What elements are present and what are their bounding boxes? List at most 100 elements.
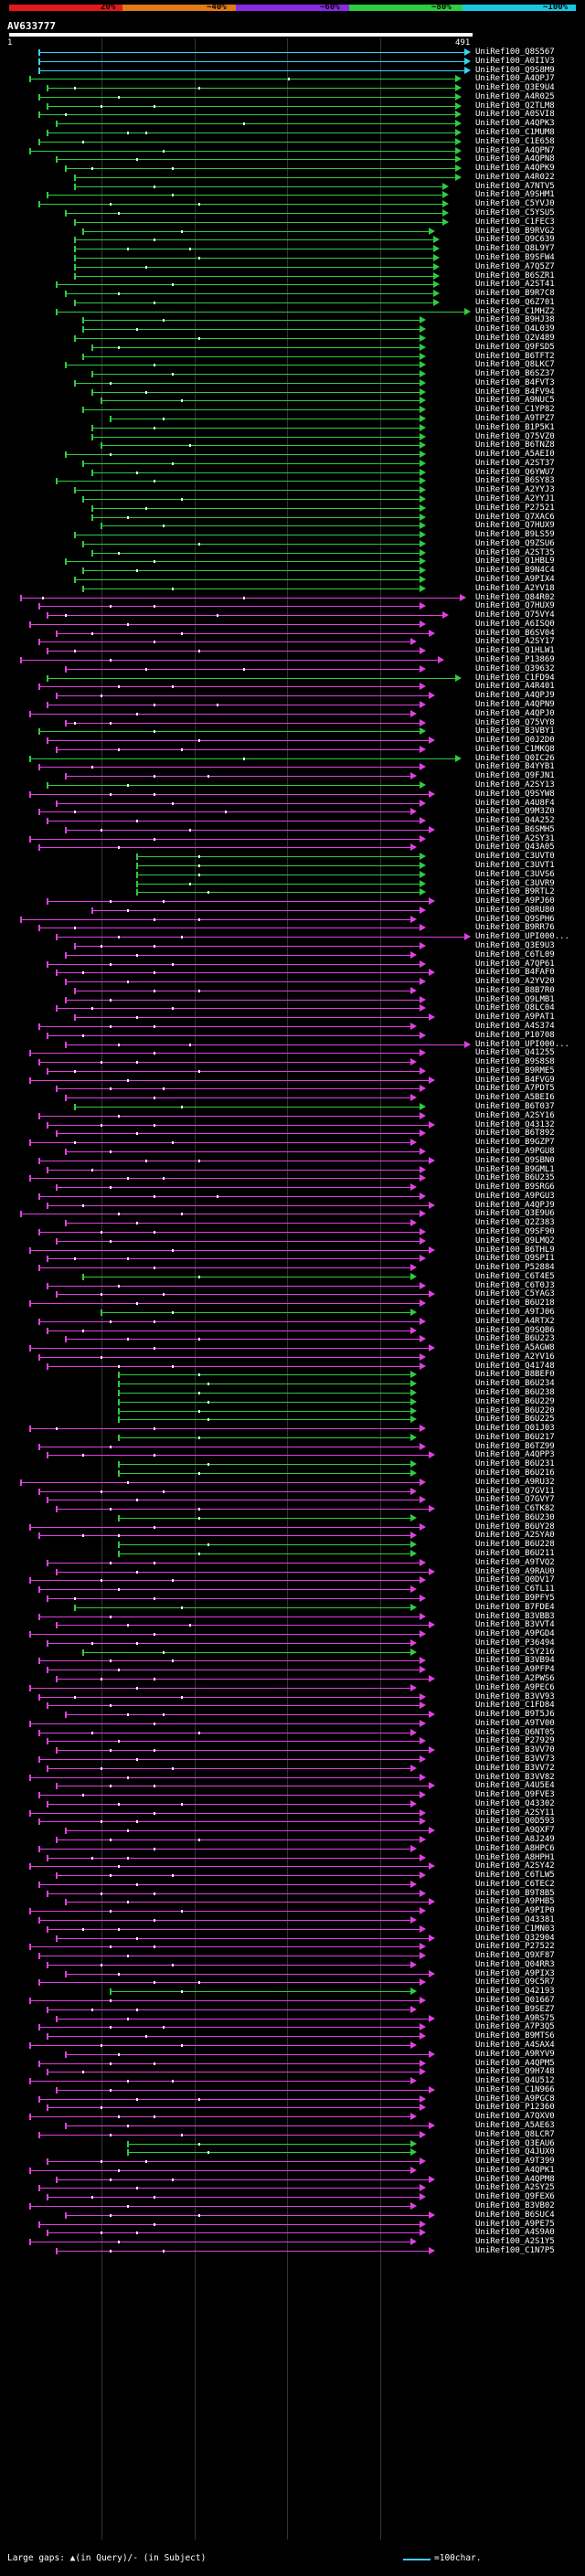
hit-label[interactable]: UniRef100_B7FDE4 [475, 1602, 555, 1612]
hit-label[interactable]: UniRef100_B4YYB1 [475, 762, 555, 772]
hit-row[interactable]: UniRef100_Q9LMB1 [0, 995, 585, 1005]
hit-row[interactable]: UniRef100_A4QPJ7 [0, 74, 585, 84]
hit-label[interactable]: UniRef100_Q9S8M9 [475, 65, 555, 75]
hit-row[interactable]: UniRef100_A2SY25 [0, 2183, 585, 2193]
hit-label[interactable]: UniRef100_A2SYA0 [475, 1531, 555, 1541]
hit-row[interactable]: UniRef100_C6TEC2 [0, 1880, 585, 1890]
hit-row[interactable]: UniRef100_Q4A252 [0, 816, 585, 826]
hit-label[interactable]: UniRef100_C1MHZ2 [475, 306, 555, 316]
hit-row[interactable]: UniRef100_B3VVT4 [0, 1620, 585, 1630]
hit-row[interactable]: UniRef100_C1FEC3 [0, 217, 585, 228]
hit-row[interactable]: UniRef100_Q8LCR7 [0, 2130, 585, 2140]
hit-label[interactable]: UniRef100_P27522 [475, 1942, 555, 1952]
hit-label[interactable]: UniRef100_B6U217 [475, 1432, 555, 1442]
hit-label[interactable]: UniRef100_Q9FEX6 [475, 2192, 555, 2202]
hit-row[interactable]: UniRef100_Q4L039 [0, 324, 585, 334]
hit-label[interactable]: UniRef100_A9PHB5 [475, 1897, 555, 1907]
hit-label[interactable]: UniRef100_Q8RU80 [475, 905, 555, 915]
hit-label[interactable]: UniRef100_Q7GVY7 [475, 1495, 555, 1505]
hit-label[interactable]: UniRef100_Q43A05 [475, 843, 555, 853]
hit-row[interactable]: UniRef100_Q01J03 [0, 1424, 585, 1434]
hit-row[interactable]: UniRef100_A9PAT1 [0, 1012, 585, 1023]
hit-label[interactable]: UniRef100_B6U216 [475, 1468, 555, 1479]
hit-row[interactable]: UniRef100_B6U228 [0, 1540, 585, 1550]
hit-row[interactable]: UniRef100_A4QPJ9 [0, 1201, 585, 1211]
hit-row[interactable]: UniRef100_Q84R02 [0, 593, 585, 603]
hit-row[interactable]: UniRef100_A8HPC6 [0, 1844, 585, 1854]
hit-label[interactable]: UniRef100_B9R7C8 [475, 289, 555, 299]
hit-row[interactable]: UniRef100_P12360 [0, 2103, 585, 2113]
hit-row[interactable]: UniRef100_Q0IC26 [0, 754, 585, 764]
hit-label[interactable]: UniRef100_A4QPP3 [475, 1450, 555, 1460]
hit-label[interactable]: UniRef100_B4FVT3 [475, 377, 555, 387]
hit-label[interactable]: UniRef100_B3VV93 [475, 1691, 555, 1701]
hit-row[interactable]: UniRef100_B4YYB1 [0, 762, 585, 772]
hit-label[interactable]: UniRef100_C3UVT0 [475, 852, 555, 862]
hit-row[interactable]: UniRef100_C6TL09 [0, 950, 585, 960]
hit-row[interactable]: UniRef100_Q9SQB6 [0, 1326, 585, 1336]
hit-label[interactable]: UniRef100_A4R401 [475, 682, 555, 692]
hit-label[interactable]: UniRef100_C1E658 [475, 136, 555, 146]
hit-label[interactable]: UniRef100_B4FAF0 [475, 968, 555, 978]
hit-label[interactable]: UniRef100_A2SY13 [475, 779, 555, 790]
hit-row[interactable]: UniRef100_C1MKQ8 [0, 745, 585, 755]
hit-row[interactable]: UniRef100_Q7HUX9 [0, 601, 585, 611]
hit-label[interactable]: UniRef100_B6T892 [475, 1129, 555, 1139]
hit-label[interactable]: UniRef100_B9T5J6 [475, 1710, 555, 1720]
hit-label[interactable]: UniRef100_Q9SQB6 [475, 1325, 555, 1335]
hit-row[interactable]: UniRef100_Q2Z383 [0, 1218, 585, 1228]
hit-label[interactable]: UniRef100_Q0D593 [475, 1817, 555, 1827]
hit-label[interactable]: UniRef100_B6U234 [475, 1379, 555, 1389]
hit-label[interactable]: UniRef100_A4RTX2 [475, 1316, 555, 1326]
hit-label[interactable]: UniRef100_Q6NT05 [475, 1727, 555, 1737]
hit-row[interactable]: UniRef100_C5YVJ0 [0, 199, 585, 209]
hit-row[interactable]: UniRef100_A9T399 [0, 2157, 585, 2167]
hit-row[interactable]: UniRef100_Q8L9Y7 [0, 244, 585, 254]
hit-row[interactable]: UniRef100_C1FD94 [0, 673, 585, 684]
hit-row[interactable]: UniRef100_A6ISQ0 [0, 620, 585, 630]
hit-row[interactable]: UniRef100_A2SY31 [0, 834, 585, 844]
hit-label[interactable]: UniRef100_A2S1Y5 [475, 2237, 555, 2247]
hit-label[interactable]: UniRef100_B6U223 [475, 1334, 555, 1344]
hit-label[interactable]: UniRef100_A4QPJ7 [475, 74, 555, 84]
hit-row[interactable]: UniRef100_B3VV82 [0, 1773, 585, 1783]
hit-row[interactable]: UniRef100_Q9SF90 [0, 1227, 585, 1237]
hit-label[interactable]: UniRef100_A4QPJ9 [475, 691, 555, 701]
hit-row[interactable]: UniRef100_B6U229 [0, 1397, 585, 1407]
hit-label[interactable]: UniRef100_B6U238 [475, 1388, 555, 1397]
hit-row[interactable]: UniRef100_Q7GVY7 [0, 1495, 585, 1505]
hit-row[interactable]: UniRef100_Q3E9U3 [0, 941, 585, 951]
hit-row[interactable]: UniRef100_A2ST41 [0, 280, 585, 290]
hit-row[interactable]: UniRef100_Q32904 [0, 1934, 585, 1944]
hit-row[interactable]: UniRef100_P10708 [0, 1031, 585, 1041]
hit-row[interactable]: UniRef100_P27522 [0, 1942, 585, 1952]
hit-row[interactable]: UniRef100_B9HJ38 [0, 315, 585, 325]
hit-label[interactable]: UniRef100_B6SV04 [475, 628, 555, 638]
hit-label[interactable]: UniRef100_C5YAG3 [475, 1289, 555, 1299]
hit-row[interactable]: UniRef100_Q4U512 [0, 2076, 585, 2086]
hit-label[interactable]: UniRef100_A9QXF7 [475, 1826, 555, 1836]
hit-row[interactable]: UniRef100_P13869 [0, 655, 585, 665]
hit-row[interactable]: UniRef100_B3VBY1 [0, 726, 585, 737]
hit-row[interactable]: UniRef100_A5AGW8 [0, 1343, 585, 1353]
hit-row[interactable]: UniRef100_C1E658 [0, 137, 585, 147]
hit-row[interactable]: UniRef100_Q0DV17 [0, 1575, 585, 1585]
hit-label[interactable]: UniRef100_B6U225 [475, 1415, 555, 1425]
hit-label[interactable]: UniRef100_A4QPM8 [475, 2174, 555, 2184]
hit-row[interactable]: UniRef100_B9PFY5 [0, 1594, 585, 1604]
hit-row[interactable]: UniRef100_Q41255 [0, 1048, 585, 1058]
hit-label[interactable]: UniRef100_A9PGD4 [475, 1629, 555, 1639]
hit-row[interactable]: UniRef100_Q3E9U4 [0, 83, 585, 93]
hit-row[interactable]: UniRef100_Q9C5R7 [0, 1977, 585, 1988]
hit-label[interactable]: UniRef100_Q75VY8 [475, 717, 555, 727]
hit-label[interactable]: UniRef100_Q8LKC7 [475, 360, 555, 370]
hit-row[interactable]: UniRef100_C5YSU5 [0, 208, 585, 218]
hit-label[interactable]: UniRef100_B9MTS6 [475, 2031, 555, 2041]
hit-label[interactable]: UniRef100_A4QPJ0 [475, 708, 555, 718]
hit-row[interactable]: UniRef100_B9MTS6 [0, 2031, 585, 2041]
hit-label[interactable]: UniRef100_Q0IC26 [475, 753, 555, 763]
hit-label[interactable]: UniRef100_B9SFW4 [475, 252, 555, 262]
hit-row[interactable]: UniRef100_A4R401 [0, 682, 585, 692]
hit-row[interactable]: UniRef100_A4QPK3 [0, 119, 585, 129]
hit-row[interactable]: UniRef100_B6TZ99 [0, 1442, 585, 1452]
